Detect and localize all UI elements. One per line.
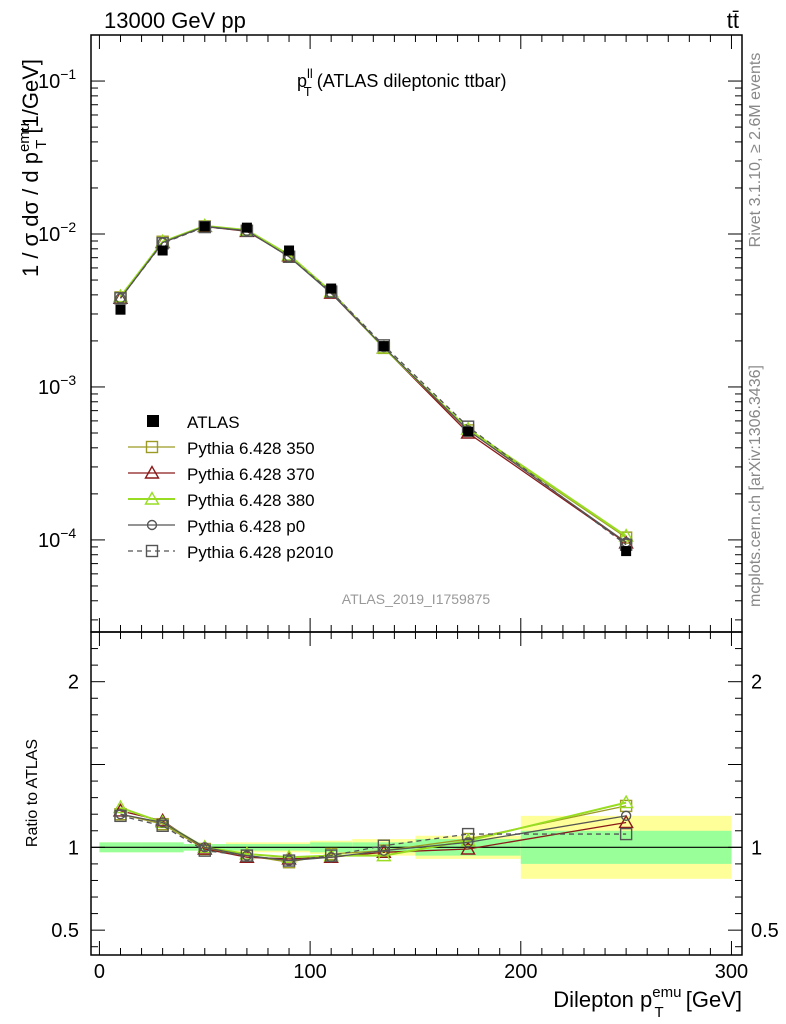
analysis-label: ATLAS_2019_I1759875 (342, 591, 491, 607)
legend-label: Pythia 6.428 p2010 (187, 543, 334, 562)
legend-marker (146, 519, 158, 531)
series-marker-ratio (281, 849, 297, 863)
energy-label: 13000 GeV pp (104, 8, 246, 33)
series-marker-ratio (618, 794, 634, 809)
legend-label: Pythia 6.428 380 (187, 491, 315, 510)
series-marker-main (114, 292, 127, 305)
y-axis-label: 1 / σ dσ / d pemuT [1/GeV] (16, 59, 50, 277)
ratio-y-tick-label: 2 (68, 672, 79, 694)
atlas-data-point (115, 304, 126, 315)
ratio-panel-series (112, 794, 634, 869)
series-marker-main (618, 528, 634, 542)
series-marker-ratio (198, 844, 211, 857)
legend-marker (145, 544, 159, 558)
legend-marker (145, 440, 159, 454)
series-marker-ratio (377, 839, 391, 852)
axis-ticks: 0 100 200 300 10−1 10−2 10−3 10−4 0.5 0.5 1 1 2 2 (38, 34, 779, 983)
main-panel-series (112, 217, 634, 557)
series-marker-ratio (461, 827, 475, 841)
series-line-ratio (120, 813, 627, 862)
y-tick-label: 10−1 (38, 66, 76, 93)
series-marker-ratio (460, 841, 476, 855)
series-marker-ratio (619, 827, 633, 841)
series-marker-ratio (618, 814, 634, 829)
legend-label: Pythia 6.428 350 (187, 439, 315, 458)
y-tick-label: 10−3 (38, 372, 76, 399)
y-tick-label: 10−2 (38, 219, 76, 246)
ratio-y-tick-label: 1 (68, 837, 79, 859)
ratio-axis-label: Ratio to ATLAS (24, 739, 41, 847)
series-marker-ratio (324, 849, 338, 862)
atlas-data-point (326, 283, 337, 294)
x-tick-label: 200 (504, 961, 537, 983)
series-marker-ratio (620, 810, 632, 822)
atlas-data-point (378, 341, 389, 352)
series-marker-ratio (157, 817, 168, 828)
atlas-data-point (284, 245, 295, 256)
plot-title: pll T (ATLAS dileptonic ttbar) (297, 66, 507, 99)
series-marker-ratio (376, 847, 392, 862)
atlas-data-point (241, 222, 252, 233)
legend-marker-atlas (147, 415, 159, 427)
mcplots-label: mcplots.cern.ch [arXiv:1306.3436] (747, 365, 764, 607)
x-tick-label: 0 (94, 961, 105, 983)
legend-label: Pythia 6.428 p0 (187, 517, 305, 536)
series-marker-ratio (114, 809, 127, 823)
legend-marker (144, 465, 160, 479)
series-marker-ratio (112, 799, 129, 814)
x-tick-label: 300 (715, 961, 748, 983)
series-line-main (119, 225, 627, 543)
x-axis-label: Dilepton pemu T [GeV] (553, 984, 742, 1021)
rivet-label: Rivet 3.1.10, ≥ 2.6M events (747, 53, 764, 248)
atlas-data-point (463, 426, 474, 437)
ratio-y-tick-label-right: 1 (751, 837, 762, 859)
process-label: tt̄ (727, 8, 739, 33)
series-marker-ratio (156, 819, 169, 832)
ratio-y-tick-label-right: 0.5 (751, 920, 779, 942)
ratio-panel-frame (90, 631, 743, 956)
series-line-main (119, 226, 627, 546)
series-marker-main (115, 293, 126, 304)
series-marker-ratio (240, 849, 254, 862)
series-marker-ratio (199, 842, 210, 853)
legend-label-atlas: ATLAS (187, 413, 240, 432)
legend-label: Pythia 6.428 370 (187, 465, 315, 484)
series-marker-ratio (462, 837, 474, 848)
legend: ATLAS Pythia 6.428 350 Pythia 6.428 370 Pyt… (128, 413, 334, 562)
series-marker-ratio (282, 854, 296, 867)
x-tick-label: 100 (293, 961, 326, 983)
ratio-y-tick-label-right: 2 (751, 672, 762, 694)
ratio-y-tick-label: 0.5 (51, 920, 79, 942)
y-tick-label: 10−4 (38, 525, 76, 552)
legend-marker (144, 491, 160, 505)
atlas-data-point (199, 221, 210, 232)
atlas-data-point (621, 546, 632, 557)
atlas-data-point (157, 245, 168, 256)
